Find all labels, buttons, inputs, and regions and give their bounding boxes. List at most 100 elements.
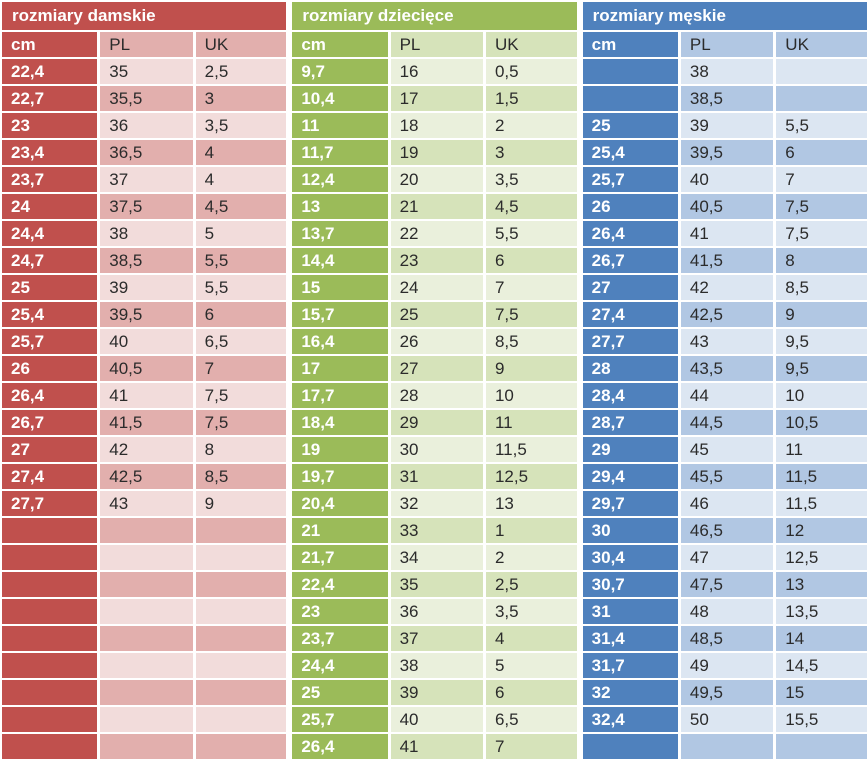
uk-cell: 14 bbox=[776, 626, 867, 651]
cm-cell: 13,7 bbox=[292, 221, 388, 246]
cm-cell: 28 bbox=[582, 356, 678, 381]
pl-cell: 45,5 bbox=[680, 464, 774, 489]
pl-cell: 20 bbox=[390, 167, 483, 192]
cm-cell bbox=[2, 518, 98, 543]
uk-cell: 7,5 bbox=[195, 410, 287, 435]
column-header-cm: cm bbox=[292, 32, 388, 57]
pl-cell: 32 bbox=[390, 491, 483, 516]
cm-cell: 29,4 bbox=[582, 464, 678, 489]
cm-cell: 15 bbox=[292, 275, 388, 300]
uk-cell: 3,5 bbox=[195, 113, 287, 138]
pl-cell bbox=[100, 680, 193, 705]
column-header-pl: PL bbox=[100, 32, 193, 57]
cm-cell bbox=[2, 680, 98, 705]
cm-cell: 29 bbox=[582, 437, 678, 462]
uk-cell: 7 bbox=[195, 356, 287, 381]
pl-cell: 41 bbox=[390, 734, 483, 759]
pl-cell: 39 bbox=[390, 680, 483, 705]
uk-cell bbox=[195, 707, 287, 732]
column-header-cm: cm bbox=[582, 32, 678, 57]
cm-cell: 27,7 bbox=[582, 329, 678, 354]
table-rozmiary-dzieciece: rozmiary dziecięce cm PL UK 9,7 16 0,5 10,4… bbox=[292, 2, 577, 760]
pl-cell: 44 bbox=[680, 383, 774, 408]
cm-cell bbox=[582, 59, 678, 84]
uk-cell: 11,5 bbox=[776, 464, 867, 489]
table-title-dzieciece: rozmiary dziecięce bbox=[292, 2, 577, 30]
uk-cell: 11,5 bbox=[485, 437, 577, 462]
uk-cell: 1,5 bbox=[485, 86, 577, 111]
cm-cell: 27,4 bbox=[582, 302, 678, 327]
cm-cell bbox=[2, 707, 98, 732]
cm-cell: 22,4 bbox=[2, 59, 98, 84]
uk-cell: 8,5 bbox=[776, 275, 867, 300]
uk-cell: 9 bbox=[776, 302, 867, 327]
pl-cell bbox=[100, 653, 193, 678]
cm-cell: 24,7 bbox=[2, 248, 98, 273]
pl-cell: 43,5 bbox=[680, 356, 774, 381]
pl-cell: 36,5 bbox=[100, 140, 193, 165]
cm-cell: 25,7 bbox=[292, 707, 388, 732]
pl-cell: 42 bbox=[100, 437, 193, 462]
uk-cell: 8 bbox=[776, 248, 867, 273]
cm-cell: 28,4 bbox=[582, 383, 678, 408]
column-header-uk: UK bbox=[776, 32, 867, 57]
pl-cell: 19 bbox=[390, 140, 483, 165]
cm-cell: 27,7 bbox=[2, 491, 98, 516]
uk-cell: 10,5 bbox=[776, 410, 867, 435]
pl-cell: 37 bbox=[390, 626, 483, 651]
pl-cell bbox=[100, 599, 193, 624]
cm-cell: 26 bbox=[582, 194, 678, 219]
pl-cell: 47 bbox=[680, 545, 774, 570]
uk-cell: 5,5 bbox=[485, 221, 577, 246]
pl-cell: 38,5 bbox=[100, 248, 193, 273]
pl-cell: 46 bbox=[680, 491, 774, 516]
cm-cell: 25 bbox=[2, 275, 98, 300]
cm-cell: 23,4 bbox=[2, 140, 98, 165]
uk-cell: 10 bbox=[485, 383, 577, 408]
cm-cell: 25 bbox=[582, 113, 678, 138]
cm-cell: 25 bbox=[292, 680, 388, 705]
pl-cell: 40,5 bbox=[100, 356, 193, 381]
uk-cell bbox=[776, 734, 867, 759]
pl-cell: 49 bbox=[680, 653, 774, 678]
uk-cell: 0,5 bbox=[485, 59, 577, 84]
uk-cell: 6 bbox=[485, 248, 577, 273]
pl-cell: 25 bbox=[390, 302, 483, 327]
pl-cell bbox=[100, 518, 193, 543]
cm-cell: 23 bbox=[292, 599, 388, 624]
cm-cell: 15,7 bbox=[292, 302, 388, 327]
pl-cell: 28 bbox=[390, 383, 483, 408]
cm-cell: 27,4 bbox=[2, 464, 98, 489]
uk-cell: 6,5 bbox=[485, 707, 577, 732]
cm-cell: 29,7 bbox=[582, 491, 678, 516]
cm-cell: 19,7 bbox=[292, 464, 388, 489]
cm-cell: 18,4 bbox=[292, 410, 388, 435]
uk-cell bbox=[195, 518, 287, 543]
uk-cell bbox=[776, 86, 867, 111]
pl-cell bbox=[100, 626, 193, 651]
cm-cell: 27 bbox=[2, 437, 98, 462]
cm-cell: 24,4 bbox=[2, 221, 98, 246]
pl-cell: 27 bbox=[390, 356, 483, 381]
uk-cell: 5,5 bbox=[195, 275, 287, 300]
pl-cell: 40 bbox=[100, 329, 193, 354]
cm-cell bbox=[2, 653, 98, 678]
cm-cell: 24,4 bbox=[292, 653, 388, 678]
pl-cell: 24 bbox=[390, 275, 483, 300]
pl-cell: 50 bbox=[680, 707, 774, 732]
pl-cell: 47,5 bbox=[680, 572, 774, 597]
pl-cell: 36 bbox=[100, 113, 193, 138]
cm-cell: 26,4 bbox=[2, 383, 98, 408]
uk-cell: 12,5 bbox=[776, 545, 867, 570]
uk-cell: 6,5 bbox=[195, 329, 287, 354]
uk-cell: 15 bbox=[776, 680, 867, 705]
cm-cell bbox=[582, 734, 678, 759]
uk-cell: 6 bbox=[485, 680, 577, 705]
pl-cell: 35 bbox=[100, 59, 193, 84]
uk-cell: 7,5 bbox=[776, 221, 867, 246]
cm-cell: 20,4 bbox=[292, 491, 388, 516]
uk-cell: 5 bbox=[195, 221, 287, 246]
uk-cell: 7 bbox=[776, 167, 867, 192]
cm-cell: 14,4 bbox=[292, 248, 388, 273]
table-rozmiary-damskie: rozmiary damskie cm PL UK 22,4 35 2,5 22,7 3… bbox=[2, 2, 287, 760]
